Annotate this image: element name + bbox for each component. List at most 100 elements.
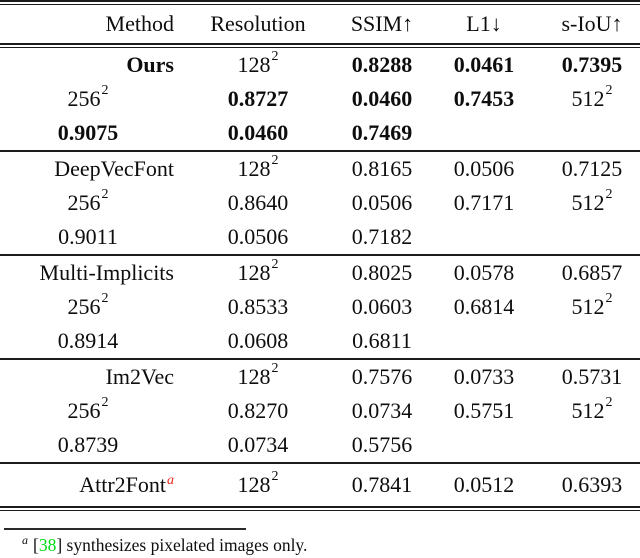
resolution-value: 256 (67, 190, 101, 215)
cell-l1: 0.0461 (453, 52, 515, 77)
cell-l1: 0.0603 (351, 294, 413, 319)
cell-l1: 0.0578 (453, 260, 515, 285)
cell-siou: 0.6393 (561, 472, 623, 497)
resolution-value: 256 (67, 86, 101, 111)
cell-resolution: 512 2 (544, 394, 640, 428)
method-name: Im2Vec (105, 364, 174, 389)
cell-resolution: 256 2 (0, 290, 176, 324)
cell-l1: 0.0460 (351, 86, 413, 111)
table-section-deepvecfont: DeepVecFont 128 2 0.8165 0.0506 0.7125 25… (0, 152, 640, 254)
cell-siou: 0.5751 (453, 398, 515, 423)
footnote-marker: a (22, 533, 28, 547)
resolution-exponent: 2 (605, 291, 613, 306)
cell-ssim: 0.8533 (227, 294, 289, 319)
cell-ssim: 0.8288 (351, 52, 413, 77)
resolution-exponent: 2 (271, 257, 279, 272)
resolution-value: 128 (237, 156, 271, 181)
column-header-resolution: Resolution (210, 11, 306, 36)
cell-resolution: 128 2 (176, 48, 340, 82)
cell-resolution: 128 2 (176, 256, 340, 290)
cell-resolution: 128 2 (176, 152, 340, 186)
column-header-method: Method (105, 11, 174, 36)
resolution-value: 128 (237, 364, 271, 389)
method-label: Attr2Font (79, 472, 166, 497)
resolution-exponent: 2 (605, 83, 613, 98)
footnote-text: a [38] synthesizes pixelated images only. (0, 533, 640, 557)
section-separator-rule (0, 358, 640, 360)
cell-resolution: 256 2 (0, 394, 176, 428)
footnote-rule (4, 528, 246, 530)
table-bottom-rule (0, 506, 640, 511)
cell-siou: 0.5731 (561, 364, 623, 389)
resolution-value: 128 (237, 52, 271, 77)
cell-l1: 0.0734 (351, 398, 413, 423)
cell-resolution: 128 2 (176, 464, 340, 506)
resolution-value: 512 (571, 398, 605, 423)
column-header-siou: s-IoU↑ (561, 11, 623, 36)
cell-siou: 0.7453 (453, 86, 515, 111)
cell-siou: 0.6814 (453, 294, 515, 319)
cell-siou: 0.6811 (352, 328, 412, 353)
resolution-value: 256 (67, 294, 101, 319)
cell-l1: 0.0733 (453, 364, 515, 389)
cell-resolution: 512 2 (544, 82, 640, 116)
cell-ssim: 0.8914 (57, 328, 119, 353)
cell-ssim: 0.8025 (351, 260, 413, 285)
header-separator-rule (0, 43, 640, 48)
resolution-exponent: 2 (101, 83, 109, 98)
resolution-value: 128 (237, 472, 271, 497)
resolution-value: 512 (571, 86, 605, 111)
resolution-exponent: 2 (605, 395, 613, 410)
cell-l1: 0.0460 (227, 120, 289, 145)
cell-ssim: 0.9011 (58, 224, 118, 249)
cell-siou: 0.7182 (351, 224, 413, 249)
section-separator-rule (0, 462, 640, 464)
method-name: Attr2Fonta (79, 474, 176, 496)
table-header-row: Method Resolution SSIM↑ L1↓ s-IoU↑ (0, 5, 640, 43)
table-section-ours: Ours 128 2 0.8288 0.0461 0.7395 256 2 0.87… (0, 48, 640, 150)
method-name: Ours (126, 52, 174, 77)
method-name: Multi-Implicits (39, 260, 174, 285)
footnote-area: a [38] synthesizes pixelated images only. (0, 528, 640, 557)
citation-link[interactable]: 38 (38, 534, 57, 555)
column-header-ssim: SSIM↑ (350, 11, 414, 36)
cell-resolution: 128 2 (176, 360, 340, 394)
cell-ssim: 0.7576 (351, 364, 413, 389)
resolution-exponent: 2 (271, 153, 279, 168)
resolution-exponent: 2 (271, 361, 279, 376)
section-separator-rule (0, 150, 640, 152)
cell-siou: 0.7469 (351, 120, 413, 145)
cell-siou: 0.7395 (561, 52, 623, 77)
resolution-value: 128 (237, 260, 271, 285)
citation-bracket-close: ] (56, 534, 63, 555)
cell-resolution: 256 2 (0, 186, 176, 220)
resolution-value: 512 (571, 294, 605, 319)
footnote-sentence: synthesizes pixelated images only. (62, 534, 308, 555)
cell-ssim: 0.8640 (227, 190, 289, 215)
cell-siou: 0.7171 (453, 190, 515, 215)
table-section-attr2font: Attr2Fonta 128 2 0.7841 0.0512 0.6393 (0, 464, 640, 506)
cell-l1: 0.0512 (453, 472, 515, 497)
cell-l1: 0.0506 (453, 156, 515, 181)
cell-ssim: 0.8727 (227, 86, 289, 111)
cell-l1: 0.0506 (227, 224, 289, 249)
table-section-im2vec: Im2Vec 128 2 0.7576 0.0733 0.5731 256 2 0.… (0, 360, 640, 462)
footnote-marker-superscript: a (167, 473, 174, 488)
cell-l1: 0.0734 (227, 432, 289, 457)
cell-ssim: 0.8165 (351, 156, 413, 181)
cell-ssim: 0.8739 (57, 432, 119, 457)
resolution-exponent: 2 (101, 291, 109, 306)
section-separator-rule (0, 254, 640, 256)
resolution-exponent: 2 (605, 187, 613, 202)
cell-siou: 0.7125 (561, 156, 623, 181)
cell-siou: 0.5756 (351, 432, 413, 457)
table-top-rule (0, 0, 640, 5)
resolution-exponent: 2 (271, 469, 279, 484)
cell-ssim: 0.7841 (351, 472, 413, 497)
resolution-value: 512 (571, 190, 605, 215)
cell-l1: 0.0506 (351, 190, 413, 215)
table-section-multi-implicits: Multi-Implicits 128 2 0.8025 0.0578 0.685… (0, 256, 640, 358)
cell-ssim: 0.8270 (227, 398, 289, 423)
method-name: DeepVecFont (54, 156, 174, 181)
